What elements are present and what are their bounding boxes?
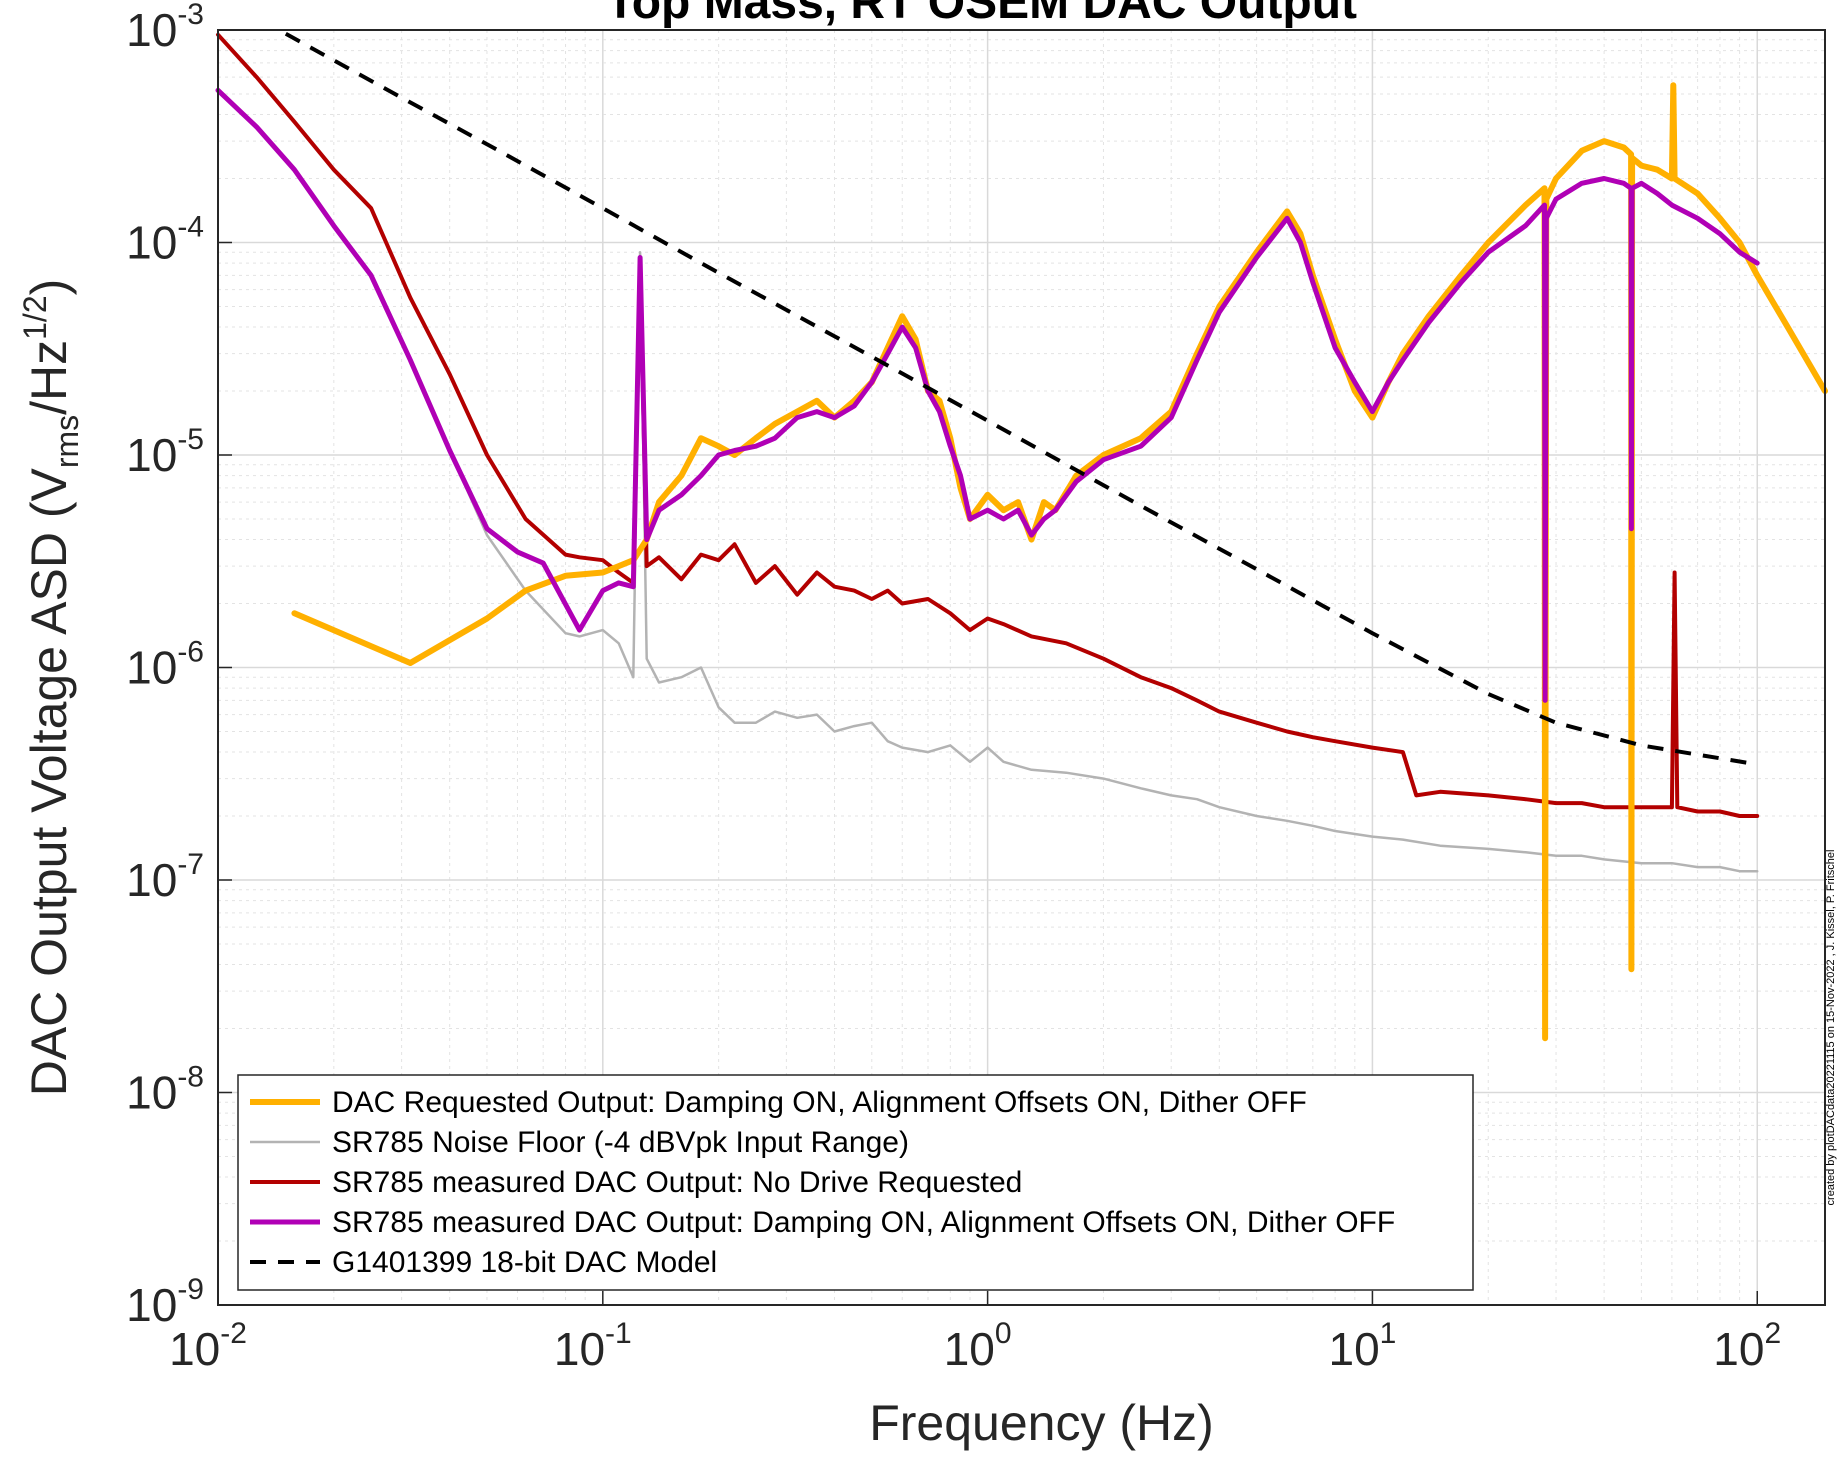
y-axis-label-sub: rms	[49, 415, 85, 468]
y-tick-base: 10	[126, 429, 177, 481]
y-tick-base: 10	[126, 4, 177, 56]
x-tick-label: 101	[1328, 1317, 1396, 1375]
y-tick-label: 10-4	[126, 211, 204, 269]
y-tick-base: 10	[126, 854, 177, 906]
credit-note: created by plotDACdata20221115 on 15-Nov…	[1825, 850, 1837, 1206]
x-tick-exponent: 2	[1764, 1317, 1781, 1350]
x-tick-exponent: 1	[1380, 1317, 1397, 1350]
series-line-4	[215, 87, 1760, 703]
y-tick-exponent: -8	[177, 1061, 204, 1094]
x-tick-base: 10	[944, 1323, 995, 1375]
legend: DAC Requested Output: Damping ON, Alignm…	[237, 1074, 1474, 1291]
y-tick-base: 10	[126, 1279, 177, 1331]
y-tick-label: 10-6	[126, 636, 204, 694]
series-line-5	[284, 32, 1758, 767]
tick-labels: 10-2 10-1 100 101 10210-910-810-710-610-510-…	[126, 0, 1781, 1375]
legend-label-1: DAC Requested Output: Damping ON, Alignm…	[332, 1086, 1307, 1119]
x-tick-base: 10	[169, 1323, 220, 1375]
x-tick-base: 10	[1328, 1323, 1379, 1375]
legend-box	[237, 1074, 1474, 1291]
y-tick-label: 10-5	[126, 423, 204, 481]
x-tick-base: 10	[554, 1323, 605, 1375]
y-axis-label-end: )	[21, 279, 77, 296]
x-tick-exponent: -1	[605, 1317, 632, 1350]
axes-frame	[217, 29, 1826, 1306]
x-tick-base: 10	[1713, 1323, 1764, 1375]
x-tick-label: 10-2	[169, 1317, 247, 1375]
chart-title: Top Mass, RT OSEM DAC Output	[606, 0, 1357, 29]
y-axis-label-mid: /Hz	[21, 340, 77, 415]
y-tick-exponent: -9	[177, 1273, 204, 1306]
y-axis-label-main: DAC Output Voltage ASD (V	[21, 468, 77, 1097]
series-line-1	[216, 89, 1759, 873]
legend-label-3: SR785 measured DAC Output: No Drive Requ…	[332, 1166, 1022, 1199]
x-axis-label: Frequency (Hz)	[869, 1395, 1214, 1451]
legend-label-5: G1401399 18-bit DAC Model	[332, 1246, 717, 1279]
x-tick-label: 10-1	[554, 1317, 632, 1375]
y-tick-exponent: -6	[177, 636, 204, 669]
y-tick-base: 10	[126, 1067, 177, 1119]
x-tick-exponent: -2	[220, 1317, 247, 1350]
legend-label-2: SR785 Noise Floor (-4 dBVpk Input Range)	[332, 1126, 909, 1159]
y-tick-label: 10-7	[126, 848, 204, 906]
y-tick-label: 10-9	[126, 1273, 204, 1331]
series-line-3	[291, 82, 1828, 1042]
series-group	[215, 32, 1828, 1042]
legend-label-4: SR785 measured DAC Output: Damping ON, A…	[332, 1206, 1395, 1239]
y-tick-exponent: -5	[177, 423, 204, 456]
y-tick-label: 10-8	[126, 1061, 204, 1119]
y-tick-exponent: -3	[177, 0, 204, 31]
y-axis-label-sup: 1/2	[17, 295, 53, 339]
y-axis-label: DAC Output Voltage ASD (Vrms/Hz1/2)	[17, 279, 85, 1097]
y-tick-label: 10-3	[126, 0, 204, 56]
y-tick-exponent: -4	[177, 211, 204, 244]
y-tick-base: 10	[126, 642, 177, 694]
x-tick-exponent: 0	[995, 1317, 1012, 1350]
x-tick-label: 100	[944, 1317, 1012, 1375]
y-tick-exponent: -7	[177, 848, 204, 881]
y-tick-base: 10	[126, 217, 177, 269]
x-tick-label: 102	[1713, 1317, 1781, 1375]
